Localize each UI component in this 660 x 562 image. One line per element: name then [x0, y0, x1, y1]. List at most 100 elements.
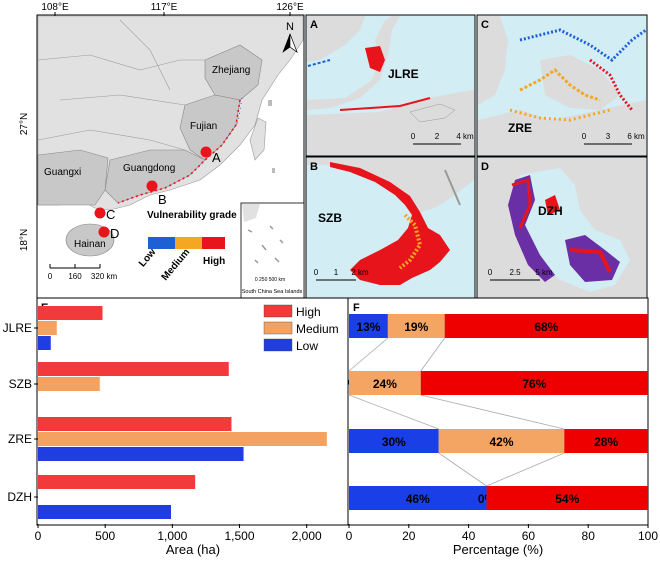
bar-f-label-zre-high: 28%	[594, 435, 618, 449]
svg-text:0 250 500 km: 0 250 500 km	[255, 277, 285, 283]
submap-d-letter: D	[481, 161, 489, 173]
chart-e-xlabel: Area (ha)	[166, 542, 220, 557]
svg-text:160: 160	[68, 272, 82, 281]
connector-line	[348, 337, 389, 372]
bar-f-label-dzh-low: 46%	[406, 492, 430, 506]
bar-f-szb-medium	[349, 371, 421, 395]
bar-f-label-szb-medium: 24%	[373, 377, 397, 391]
e-xtick-label: 1,500	[225, 529, 255, 543]
bar-f-jlre-low	[349, 314, 388, 338]
chart-f-percentage: F 13%19%68%%24%76%30%42%28%46%0%54% 0204…	[346, 297, 658, 557]
svg-text:4 km: 4 km	[456, 132, 474, 141]
guangdong-region	[104, 149, 206, 204]
province-label-guangxi: Guangxi	[44, 167, 81, 178]
legend-label-high: High	[203, 256, 225, 267]
bar-f-zre-medium	[438, 429, 565, 453]
submap-c-zre: C ZRE 0 3 6 km	[476, 14, 648, 157]
bar-e-jlre-high	[38, 306, 103, 320]
svg-text:5 km: 5 km	[535, 268, 553, 277]
legend-e-swatch-medium	[263, 321, 293, 335]
svg-text:0: 0	[314, 268, 319, 277]
svg-text:0: 0	[488, 268, 493, 277]
zhejiang-region	[204, 44, 263, 101]
submap-b-szb: B SZB 0 1 2 km	[305, 156, 476, 299]
legend-swatch-medium	[175, 237, 202, 249]
connector-line	[438, 452, 487, 487]
taiwan-island	[249, 117, 267, 161]
bar-e-dzh-low	[38, 505, 172, 519]
main-scalebar: 0 160 320 km	[48, 264, 118, 281]
chart-f-frame	[347, 297, 649, 526]
legend-swatch-low	[148, 237, 175, 249]
bar-e-szb-medium	[38, 377, 100, 391]
submap-a-name: JLRE	[388, 67, 419, 81]
bar-f-label-jlre-low: 13%	[356, 320, 380, 334]
bar-f-label-jlre-high: 68%	[534, 320, 558, 334]
site-label-a: A	[212, 150, 221, 165]
site-marker-b	[146, 180, 158, 192]
province-label-fujian: Fujian	[190, 121, 217, 132]
chart-f-xlabel: Percentage (%)	[453, 542, 543, 557]
svg-text:0: 0	[411, 132, 416, 141]
bar-f-dzh-low	[349, 486, 487, 510]
bar-f-zre-high	[564, 429, 648, 453]
bar-e-zre-medium	[38, 432, 327, 446]
submap-c-letter: C	[481, 19, 489, 31]
e-category-label-jlre: JLRE	[3, 321, 32, 335]
svg-text:2 km: 2 km	[351, 268, 369, 277]
svg-text:320 km: 320 km	[91, 272, 118, 281]
province-label-guangdong: Guangdong	[123, 163, 175, 174]
bar-f-label-zre-medium: 42%	[489, 435, 513, 449]
connector-line	[420, 337, 446, 372]
f-xtick-label: 20	[402, 529, 416, 543]
province-label-zhejiang: Zhejiang	[212, 65, 250, 76]
site-marker-c	[94, 207, 106, 219]
f-xtick-label: 80	[582, 529, 596, 543]
connector-line	[420, 394, 565, 430]
site-label-c: C	[106, 207, 115, 222]
bar-f-zre-low	[349, 429, 439, 453]
legend-e-swatch-high	[263, 304, 293, 318]
legend-e-label-high: High	[296, 305, 321, 319]
chart-f-panel-letter: F	[353, 302, 360, 314]
f-xtick-label: 60	[522, 529, 536, 543]
site-marker-a	[200, 146, 212, 158]
legend-e-label-low: Low	[296, 339, 318, 353]
bar-f-szb-high	[420, 371, 648, 395]
submap-c-name: ZRE	[508, 121, 532, 135]
bar-f-jlre-high	[444, 314, 648, 338]
e-category-label-szb: SZB	[9, 377, 32, 391]
bar-f-label-zre-low: 30%	[382, 435, 406, 449]
e-xtick-label: 1,000	[157, 529, 187, 543]
bar-e-jlre-low	[38, 336, 51, 350]
bar-e-zre-low	[38, 447, 244, 461]
site-label-d: D	[110, 226, 119, 241]
legend-e-swatch-low	[263, 338, 293, 352]
bar-e-zre-high	[38, 417, 232, 431]
e-xtick-label: 0	[35, 529, 42, 543]
guangxi-region	[37, 149, 109, 206]
svg-text:1: 1	[334, 268, 339, 277]
legend-swatch-high	[202, 237, 225, 249]
bar-e-jlre-medium	[38, 321, 57, 335]
svg-text:0: 0	[48, 272, 53, 281]
legend-e-label-medium: Medium	[296, 322, 339, 336]
submap-a-jlre: A JLRE 0 2 4 km	[305, 14, 476, 157]
f-xtick-label: 0	[346, 529, 353, 543]
f-xtick-label: 40	[462, 529, 476, 543]
lat-tick-1: 27°N	[19, 113, 30, 135]
province-label-hainan: Hainan	[74, 239, 106, 250]
main-map: A B C D Zhejiang Fujian Guangdong Guangx…	[19, 2, 305, 299]
e-category-label-zre: ZRE	[8, 432, 32, 446]
svg-text:2: 2	[435, 132, 440, 141]
e-category-label-dzh: DZH	[7, 490, 32, 504]
bar-f-label-jlre-medium: 19%	[404, 320, 428, 334]
lon-tick-2: 117°E	[151, 2, 178, 13]
svg-text:N: N	[286, 21, 294, 33]
svg-text:2.5: 2.5	[509, 268, 521, 277]
site-marker-d	[98, 226, 110, 238]
svg-text:3: 3	[606, 132, 611, 141]
lon-tick-1: 108°E	[41, 2, 69, 13]
legend-title: Vulnerability grade	[147, 210, 237, 221]
